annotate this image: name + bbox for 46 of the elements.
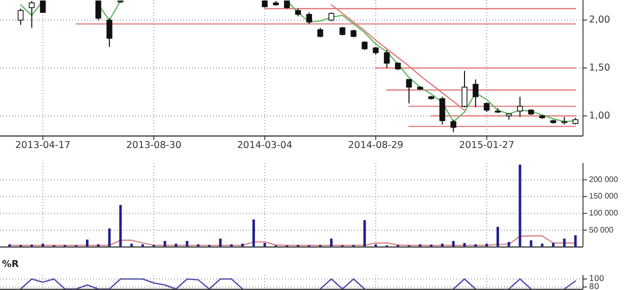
bar	[574, 235, 577, 247]
y-tick-label: 150 000	[589, 192, 618, 201]
y-tick-label: 80	[589, 282, 600, 290]
x-tick-label: 2013-04-17	[15, 140, 70, 151]
bar	[563, 238, 566, 247]
bar	[452, 240, 455, 247]
bar	[186, 240, 188, 247]
bar	[363, 220, 366, 247]
candlestick	[450, 119, 456, 133]
bar	[508, 242, 510, 247]
candlestick	[306, 12, 312, 24]
bar	[330, 238, 333, 247]
candlestick	[462, 70, 468, 108]
bar	[119, 205, 122, 247]
line-series	[8, 235, 576, 246]
candlestick	[439, 96, 446, 126]
candlestick	[406, 78, 412, 104]
bar	[219, 238, 222, 247]
candlestick	[484, 102, 490, 113]
x-tick-label: 2013-08-30	[126, 140, 182, 151]
candlestick	[18, 8, 24, 26]
bar	[518, 164, 522, 247]
bar	[164, 240, 166, 247]
chart-title: %R	[2, 259, 20, 270]
candlestick	[95, 0, 102, 21]
y-tick-label: 2,00	[589, 14, 610, 26]
y-tick-label: 100 000	[589, 208, 618, 218]
x-tick-label: 2014-08-29	[348, 140, 404, 151]
candlestick	[40, 0, 46, 13]
candlestick	[317, 27, 324, 38]
bar	[530, 240, 532, 247]
x-tick-label: 2015-01-27	[459, 140, 514, 151]
bar	[108, 228, 111, 247]
bar	[496, 226, 500, 247]
y-tick-label: 200 000	[589, 174, 618, 184]
bar	[252, 219, 255, 247]
x-tick-label: 2014-03-04	[237, 140, 292, 151]
candlestick	[106, 18, 112, 48]
candlestick	[517, 96, 523, 118]
candlestick	[472, 78, 478, 108]
candlestick	[384, 49, 390, 68]
y-tick-label: 50 000	[589, 225, 614, 234]
bar	[86, 240, 88, 247]
y-tick-label: 100	[589, 274, 604, 284]
y-tick-label: 1,00	[589, 110, 610, 122]
y-tick-label: 1,50	[589, 62, 610, 74]
